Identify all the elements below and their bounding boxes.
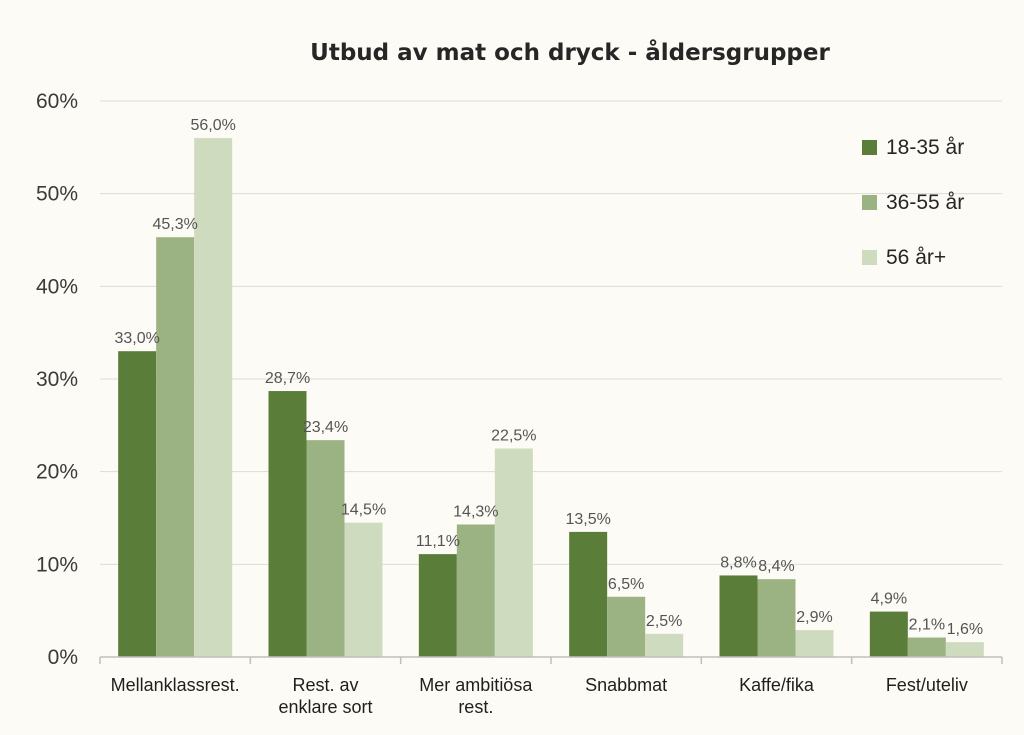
bar <box>344 522 383 657</box>
x-tick-label-line: Rest. av <box>292 675 358 695</box>
data-label: 56,0% <box>190 117 235 134</box>
x-axis: Mellanklassrest. Rest. av enklare sort Mer … <box>99 656 1003 717</box>
x-tick-label: Mellanklassrest. <box>111 675 240 695</box>
bar <box>945 642 984 657</box>
y-tick-label: 50% <box>36 183 78 206</box>
data-label: 8,4% <box>758 558 794 575</box>
data-label: 13,5% <box>565 511 610 528</box>
y-axis: 0% 10% 20% 30% 40% 50% 60% <box>36 90 78 669</box>
x-tick-label: Rest. av enklare sort <box>278 675 372 717</box>
chart-title: Utbud av mat och dryck - åldersgrupper <box>310 39 830 66</box>
legend-swatch <box>862 250 877 265</box>
bar <box>907 637 946 657</box>
gridlines <box>100 100 1002 565</box>
x-tick-label-line: Mellanklassrest. <box>111 675 240 695</box>
bar <box>869 611 908 657</box>
bar <box>456 524 495 657</box>
bar <box>118 351 157 657</box>
y-tick-label: 0% <box>48 646 78 669</box>
x-tick-label: Mer ambitiösa rest. <box>419 675 533 717</box>
bar <box>569 531 608 657</box>
bar <box>795 630 834 657</box>
y-tick-label: 30% <box>36 368 78 391</box>
bar <box>194 138 233 658</box>
bar <box>156 237 195 657</box>
bar <box>757 579 796 657</box>
legend-label: 36-55 år <box>886 191 964 214</box>
bars <box>118 138 984 658</box>
x-tick-label-line: rest. <box>458 697 493 717</box>
legend-swatch <box>862 140 877 155</box>
data-label: 8,8% <box>720 554 756 571</box>
data-label: 33,0% <box>114 330 159 347</box>
x-tick-label: Snabbmat <box>585 675 667 695</box>
legend: 18-35 år 36-55 år 56 år+ <box>862 136 964 269</box>
data-label: 23,4% <box>303 419 348 436</box>
bar <box>719 575 758 657</box>
data-label: 22,5% <box>491 428 536 445</box>
legend-swatch <box>862 195 877 210</box>
bar <box>268 391 307 657</box>
data-labels: 33,0% 45,3% 56,0% 28,7% 23,4% 14,5% 11,1% 14,3%… <box>114 117 983 638</box>
data-label: 4,9% <box>871 591 907 608</box>
bar <box>494 448 533 657</box>
data-label: 2,1% <box>909 617 945 634</box>
x-tick-label: Fest/uteliv <box>886 675 968 695</box>
y-tick-label: 20% <box>36 461 78 484</box>
y-tick-label: 40% <box>36 275 78 298</box>
data-label: 45,3% <box>152 216 197 233</box>
data-label: 28,7% <box>265 370 310 387</box>
bar <box>645 633 684 657</box>
data-label: 1,6% <box>947 621 983 638</box>
data-label: 14,3% <box>453 503 498 520</box>
legend-label: 18-35 år <box>886 136 964 159</box>
x-tick-label-line: Kaffe/fika <box>739 675 815 695</box>
data-label: 2,9% <box>796 609 832 626</box>
x-tick-label-line: enklare sort <box>278 697 372 717</box>
data-label: 11,1% <box>416 533 460 550</box>
bar <box>306 440 345 657</box>
legend-label: 56 år+ <box>886 246 946 269</box>
y-tick-label: 10% <box>36 553 78 576</box>
data-label: 2,5% <box>646 613 682 630</box>
x-tick-label: Kaffe/fika <box>739 675 815 695</box>
data-label: 14,5% <box>341 502 386 519</box>
x-tick-label-line: Snabbmat <box>585 675 667 695</box>
x-tick-label-line: Mer ambitiösa <box>419 675 533 695</box>
data-label: 6,5% <box>608 576 644 593</box>
bar <box>607 596 646 657</box>
bar <box>418 554 457 657</box>
x-tick-label-line: Fest/uteliv <box>886 675 968 695</box>
y-tick-label: 60% <box>36 90 78 113</box>
